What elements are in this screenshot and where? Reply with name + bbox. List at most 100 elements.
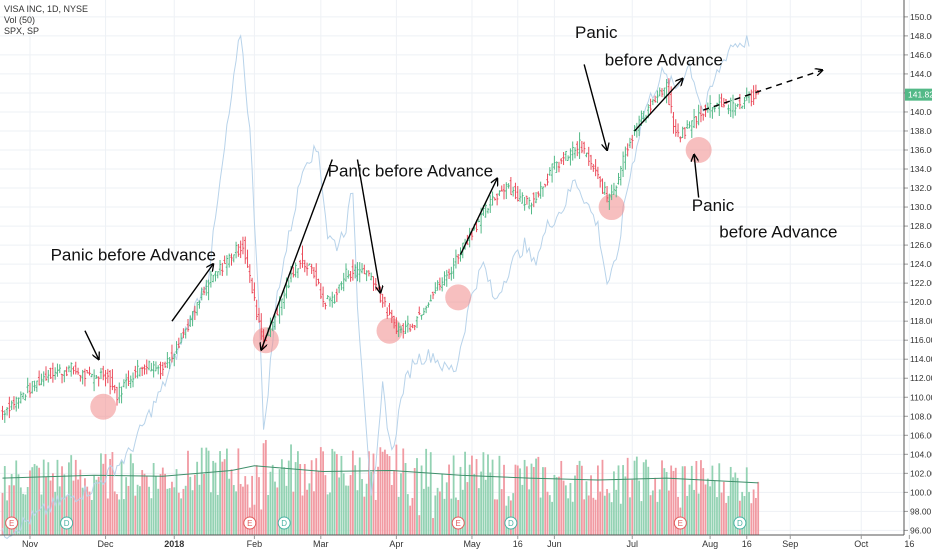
volume-bar: [175, 469, 178, 535]
price-axis[interactable]: 96.00 98.00 100.00 102.00 104.00 106.00 108.00…: [903, 0, 932, 535]
volume-bar: [516, 465, 519, 535]
dividend-marker[interactable]: D: [504, 516, 518, 530]
event-markers[interactable]: E E E ED D D D: [5, 516, 747, 530]
ohlc-bar: [571, 141, 574, 161]
ohlc-bar: [353, 264, 357, 279]
compare-symbol-title[interactable]: SPX, SP: [4, 26, 40, 36]
ohlc-bar: [521, 192, 524, 204]
volume-bar: [129, 453, 132, 535]
volume-bar: [198, 484, 201, 535]
ohlc-bar: [605, 186, 609, 203]
ohlc-bar: [12, 396, 16, 410]
ohlc-bar: [202, 286, 206, 296]
volume-bar: [246, 484, 249, 535]
dividend-marker[interactable]: D: [60, 516, 74, 530]
volume-bar: [97, 476, 100, 535]
ohlc-bar: [157, 365, 160, 375]
volume-bar: [507, 496, 510, 535]
ohlc-bar: [450, 266, 453, 281]
volume-bar: [427, 486, 430, 535]
annotation-text: Panic before Advance: [51, 245, 216, 264]
volume-bar: [274, 481, 276, 535]
volume-bar: [585, 481, 588, 535]
volume-bar: [17, 474, 20, 535]
volume-bar: [45, 476, 47, 535]
dividend-marker[interactable]: D: [277, 516, 291, 530]
ohlc-bar: [31, 381, 34, 394]
volume-bar: [422, 488, 425, 535]
volume-bar: [395, 444, 398, 535]
ohlc-bar: [228, 253, 231, 268]
ohlc-bar: [578, 132, 581, 159]
ohlc-bar: [454, 249, 458, 269]
ohlc-bar: [184, 328, 187, 339]
earnings-marker[interactable]: E: [243, 516, 257, 530]
earnings-marker[interactable]: E: [5, 516, 19, 530]
ohlc-bar: [152, 360, 155, 378]
ohlc-bar: [702, 113, 705, 121]
y-tick-label: 116.00: [910, 335, 932, 345]
volume-bar: [651, 490, 654, 535]
ohlc-bar: [237, 243, 240, 257]
ohlc-bar: [681, 126, 684, 139]
volume-bar: [413, 468, 416, 535]
volume-bar: [393, 470, 395, 535]
volume-bar: [745, 467, 748, 535]
ohlc-bar: [452, 257, 455, 279]
ohlc-bar: [319, 283, 323, 299]
volume-bar: [338, 477, 341, 535]
ohlc-bar: [367, 270, 371, 277]
volume-bar: [116, 494, 118, 535]
volume-bar: [526, 466, 528, 535]
annotation-text: before Advance: [719, 222, 837, 241]
x-tick-label: Oct: [854, 539, 869, 549]
ohlc-bar: [541, 186, 545, 197]
ohlc-bar: [729, 97, 732, 118]
volume-bar: [90, 499, 93, 535]
ohlc-bar: [312, 267, 316, 279]
volume-bar: [127, 485, 130, 535]
ohlc-bar: [83, 368, 87, 387]
ohlc-bar: [727, 104, 730, 115]
volume-bar: [74, 459, 77, 535]
ohlc-bar: [594, 159, 597, 177]
ohlc-bar: [603, 181, 606, 195]
volume-bar: [267, 495, 270, 535]
ohlc-bar: [63, 370, 66, 383]
volume-bar: [79, 469, 82, 535]
volume-bar: [109, 458, 112, 535]
ohlc-bar: [566, 155, 570, 161]
volume-bar: [150, 498, 153, 535]
volume-bar: [342, 473, 345, 535]
y-tick-label: 132.00: [910, 183, 932, 193]
ohlc-bar: [601, 178, 604, 194]
volume-bar: [313, 491, 315, 535]
spx-compare-line: [2, 34, 750, 540]
earnings-marker[interactable]: E: [673, 516, 687, 530]
ohlc-bar: [232, 254, 235, 263]
ohlc-bar: [287, 279, 290, 289]
volume-bar: [711, 465, 714, 535]
volume-bar: [187, 450, 189, 535]
earnings-marker[interactable]: E: [451, 516, 465, 530]
ohlc-bar: [163, 361, 167, 368]
time-axis[interactable]: Nov Dec 2018 Feb Mar Apr May 16 Jun Jul Aug 16 Sep Oc…: [0, 534, 914, 549]
volume-bar: [445, 482, 448, 535]
symbol-title[interactable]: VISA INC, 1D, NYSE: [4, 4, 89, 14]
ohlc-bar: [5, 407, 9, 416]
volume-bar: [397, 496, 400, 535]
volume-bar: [269, 471, 272, 535]
ohlc-bar: [356, 262, 359, 282]
volume-bar: [732, 477, 734, 535]
volume-bar: [416, 458, 418, 535]
volume-bar: [542, 467, 544, 535]
ohlc-bar: [408, 323, 412, 332]
ohlc-bars: [1, 78, 760, 423]
ohlc-bar: [120, 386, 123, 404]
ohlc-bar: [115, 386, 119, 406]
volume-bar: [351, 450, 354, 535]
volume-indicator-title[interactable]: Vol (50): [4, 15, 36, 25]
volume-bar: [125, 477, 128, 535]
dividend-marker[interactable]: D: [733, 516, 747, 530]
